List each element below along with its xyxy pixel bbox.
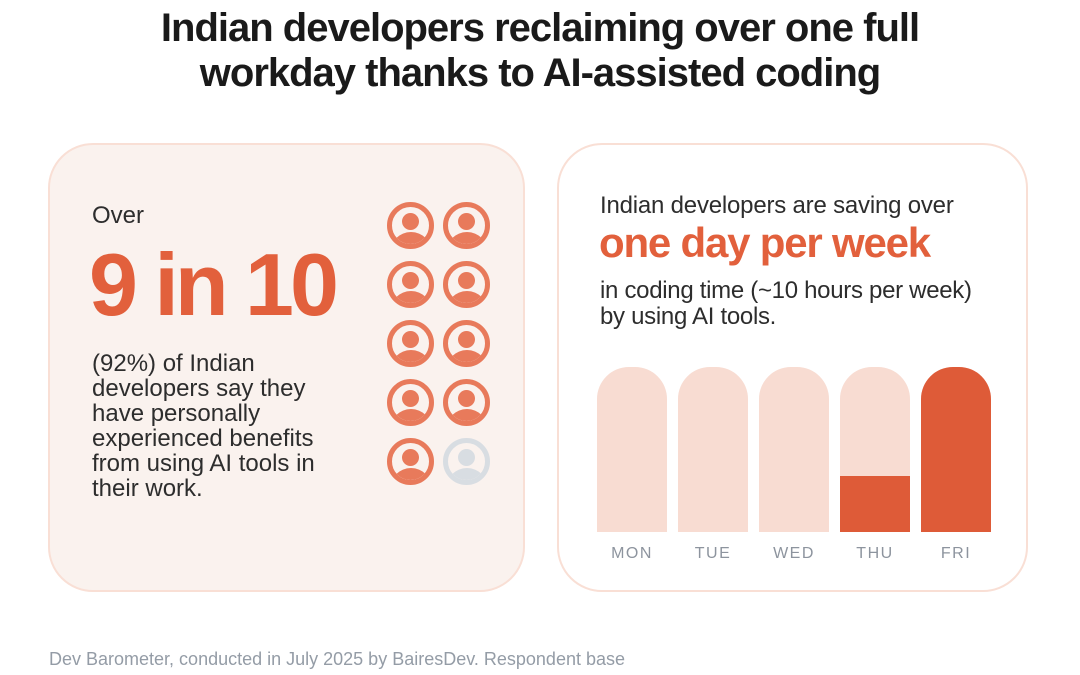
bar-label-fri: FRI (940, 545, 972, 562)
person-icon (387, 261, 434, 308)
text-line: developers say they (92, 375, 306, 402)
bar-group-wed: WED (759, 367, 829, 563)
person-torso (448, 232, 485, 244)
person-head (458, 331, 475, 348)
person-head (458, 449, 475, 466)
text-line: their work. (92, 475, 203, 502)
person-torso (392, 291, 429, 303)
person-icon (387, 320, 434, 367)
bar-mon (597, 367, 667, 532)
bar-label-thu: THU (856, 545, 894, 562)
person-icon (443, 320, 490, 367)
bar-wed (759, 367, 829, 532)
person-torso (392, 468, 429, 480)
person-head (402, 213, 419, 230)
text-line: (92%) of Indian (92, 350, 255, 377)
stat-eyebrow: Over (92, 202, 145, 229)
person-icon (387, 438, 434, 485)
stat-description: (92%) of Indian developers say they have p… (92, 351, 315, 501)
bar-fri (921, 367, 991, 532)
chart-card-detail: in coding time (~10 hours per week) by us… (600, 278, 972, 330)
person-icon (387, 202, 434, 249)
bar-chart: MON TUE WED THU FRI (597, 367, 991, 563)
text-line: have personally (92, 400, 261, 427)
person-torso (448, 409, 485, 421)
page-title-line1: Indian developers reclaiming over one fu… (160, 6, 920, 50)
page-title-line2: workday thanks to AI-assisted coding (199, 51, 881, 95)
person-torso (448, 468, 485, 480)
bar-group-tue: TUE (678, 367, 748, 563)
stat-card: Over 9 in 10 (92%) of Indian developers s… (48, 143, 525, 592)
person-icon (443, 438, 490, 485)
text-line: by using AI tools. (600, 303, 777, 330)
bar-thu (840, 367, 910, 532)
person-head (458, 390, 475, 407)
bar-tue (678, 367, 748, 532)
stat-value: 9 in 10 (89, 235, 339, 334)
text-line: in coding time (~10 hours per week) (600, 277, 972, 304)
footer-note: Dev Barometer, conducted in July 2025 by… (49, 649, 625, 669)
person-torso (448, 350, 485, 362)
person-icon (443, 202, 490, 249)
person-head (402, 449, 419, 466)
bar-fill-thu (840, 475, 910, 532)
person-head (458, 272, 475, 289)
person-icon (387, 379, 434, 426)
person-head (402, 390, 419, 407)
chart-card: Indian developers are saving over one da… (557, 143, 1028, 592)
page-title: Indian developers reclaiming over one fu… (0, 6, 1080, 96)
person-head (402, 272, 419, 289)
bar-label-tue: TUE (694, 545, 732, 562)
person-head (458, 213, 475, 230)
person-torso (392, 409, 429, 421)
chart-card-highlight: one day per week (599, 219, 931, 266)
pictogram-grid (387, 202, 490, 485)
text-line: from using AI tools in (92, 450, 315, 477)
chart-card-heading: Indian developers are saving over (600, 192, 954, 219)
person-icon (443, 379, 490, 426)
text-line: experienced benefits (92, 425, 314, 452)
bar-label-mon: MON (611, 545, 653, 562)
person-torso (392, 350, 429, 362)
bar-group-thu: THU (840, 367, 910, 563)
bar-group-fri: FRI (921, 367, 991, 563)
bar-label-wed: WED (773, 545, 815, 562)
person-head (402, 331, 419, 348)
person-torso (392, 232, 429, 244)
bar-group-mon: MON (597, 367, 667, 563)
person-icon (443, 261, 490, 308)
person-torso (448, 291, 485, 303)
